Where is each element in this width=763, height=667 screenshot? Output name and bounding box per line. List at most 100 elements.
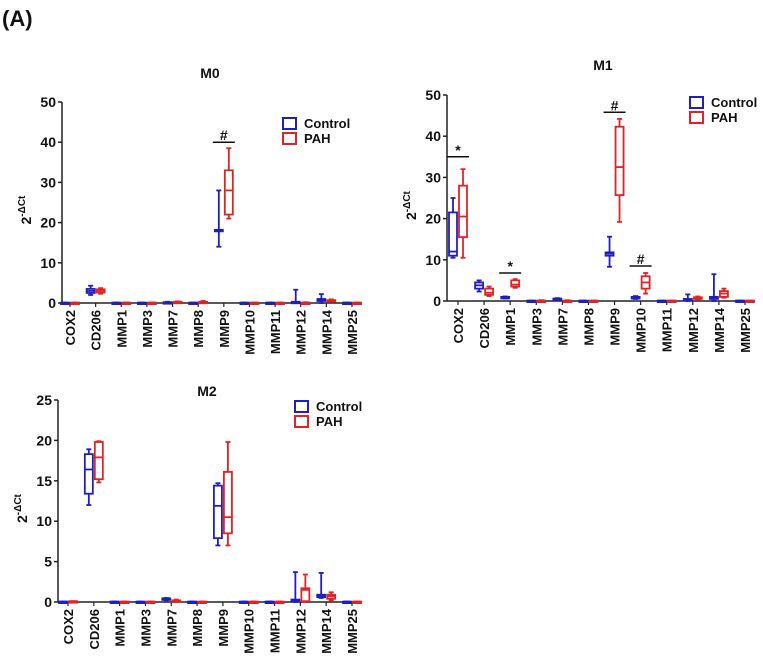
box-PAH-COX2 xyxy=(70,301,80,305)
panel-M0: M0 0 10 20 30 40 50 2-ΔCt COX2 CD206 MMP1 MMP3 MMP7 M… xyxy=(17,65,362,355)
box xyxy=(448,211,458,257)
figure-label: (A) xyxy=(2,6,33,31)
box-Control-MMP25 xyxy=(342,600,352,604)
box-PAH-MMP9 xyxy=(223,441,233,547)
x-tick-label: CD206 xyxy=(87,609,102,649)
x-tick-label: MMP12 xyxy=(294,310,309,355)
x-tick-label: MMP10 xyxy=(242,609,257,654)
box xyxy=(458,184,468,239)
chart-title: M0 xyxy=(200,65,220,81)
x-tick-label: MMP8 xyxy=(581,308,596,346)
box-Control-CD206 xyxy=(474,279,484,293)
box-Control-COX2 xyxy=(60,301,70,305)
x-tick-label: MMP1 xyxy=(113,609,128,647)
box-Control-MMP8 xyxy=(578,299,589,303)
x-tick-label: MMP14 xyxy=(319,608,334,654)
y-tick-label: 10 xyxy=(425,252,441,268)
panel-M1: M1 0 10 20 30 40 50 2-ΔCt COX2 CD206 MMP1 MMP3 MMP7 M… xyxy=(402,57,757,353)
box xyxy=(223,169,234,216)
box-Control-MMP12 xyxy=(290,571,301,603)
legend-label: PAH xyxy=(316,414,342,429)
y-tick-label: 20 xyxy=(425,211,441,227)
box-Control-MMP9 xyxy=(213,482,223,547)
box-PAH-MMP7 xyxy=(562,299,573,303)
box-Control-MMP7 xyxy=(162,300,173,305)
x-tick-label: COX2 xyxy=(451,308,466,343)
legend-label: Control xyxy=(316,399,362,414)
box xyxy=(484,287,494,296)
box-Control-MMP8 xyxy=(188,301,199,305)
x-tick-label: COX2 xyxy=(61,609,76,644)
x-tick-label: MMP7 xyxy=(166,310,181,348)
x-tick-label: MMP3 xyxy=(138,609,153,647)
box-Control-MMP3 xyxy=(135,600,146,604)
box-PAH-MMP3 xyxy=(147,301,157,305)
y-tick-label: 30 xyxy=(425,169,441,185)
x-tick-label: MMP7 xyxy=(555,308,570,346)
box-PAH-MMP12 xyxy=(300,301,311,305)
box-PAH-MMP11 xyxy=(666,299,677,303)
box-PAH-MMP1 xyxy=(510,278,521,289)
y-tick-label: 10 xyxy=(40,255,56,271)
box-PAH-MMP7 xyxy=(172,300,183,305)
x-tick-label: MMP1 xyxy=(503,308,518,346)
x-tick-label: MMP8 xyxy=(191,310,206,348)
box-Control-CD206 xyxy=(83,448,94,506)
y-tick-label: 25 xyxy=(36,392,52,408)
box-Control-MMP7 xyxy=(161,597,172,602)
box-Control-MMP25 xyxy=(735,299,745,303)
box-PAH-MMP14 xyxy=(719,287,729,299)
x-tick-label: MMP10 xyxy=(242,310,257,355)
x-tick-label: MMP9 xyxy=(217,310,232,348)
box-Control-MMP3 xyxy=(137,301,147,305)
x-tick-label: MMP14 xyxy=(319,309,334,355)
x-tick-label: CD206 xyxy=(89,310,104,350)
box-Control-MMP12 xyxy=(290,288,301,305)
legend-swatch-Control xyxy=(294,400,309,413)
box-PAH-MMP3 xyxy=(145,600,156,604)
x-tick-label: MMP7 xyxy=(164,609,179,647)
box-Control-MMP1 xyxy=(109,600,120,604)
y-axis-label: 2-ΔCt xyxy=(402,190,419,220)
box-PAH-MMP1 xyxy=(119,600,130,604)
x-tick-label: MMP10 xyxy=(634,308,649,353)
legend-swatch-Control xyxy=(282,117,297,130)
box xyxy=(83,453,94,495)
y-tick-label: 50 xyxy=(425,87,441,103)
x-tick-label: MMP9 xyxy=(216,609,231,647)
box-PAH-MMP3 xyxy=(536,299,547,303)
box-Control-MMP10 xyxy=(238,600,249,604)
x-tick-label: COX2 xyxy=(63,310,78,345)
box xyxy=(223,471,233,535)
box-PAH-CD206 xyxy=(484,285,494,297)
box xyxy=(614,125,625,197)
y-axis-label: 2-ΔCt xyxy=(17,195,34,225)
y-tick-label: 40 xyxy=(40,134,56,150)
box-Control-MMP1 xyxy=(111,301,122,305)
x-tick-label: MMP25 xyxy=(345,609,360,654)
panel-M2: M2 0 5 10 15 20 25 2-ΔCt COX2 CD206 MMP1 MMP3 MMP7 MM… xyxy=(13,383,362,654)
box-Control-MMP7 xyxy=(552,297,563,302)
box-Control-MMP14 xyxy=(316,572,327,599)
box-PAH-MMP10 xyxy=(249,301,260,305)
box-PAH-MMP25 xyxy=(352,301,362,305)
box-Control-MMP1 xyxy=(500,295,511,300)
box-Control-MMP25 xyxy=(342,301,352,305)
y-axis-label: 2-ΔCt xyxy=(13,493,30,523)
y-tick-label: 0 xyxy=(48,295,56,311)
chart-title: M2 xyxy=(197,383,217,399)
significance-marker: # xyxy=(637,251,645,267)
box-PAH-MMP9 xyxy=(223,147,234,220)
box-PAH-COX2 xyxy=(68,600,78,604)
y-tick-label: 40 xyxy=(425,128,441,144)
box-PAH-MMP12 xyxy=(300,573,311,603)
box-PAH-MMP10 xyxy=(640,272,651,295)
y-tick-label: 30 xyxy=(40,174,56,190)
box-Control-MMP10 xyxy=(239,301,250,305)
box-PAH-COX2 xyxy=(458,168,468,259)
box-Control-MMP9 xyxy=(213,189,224,248)
box-PAH-MMP9 xyxy=(614,117,625,223)
box-PAH-MMP7 xyxy=(171,598,182,603)
box xyxy=(93,441,104,481)
box-PAH-MMP8 xyxy=(588,299,599,303)
